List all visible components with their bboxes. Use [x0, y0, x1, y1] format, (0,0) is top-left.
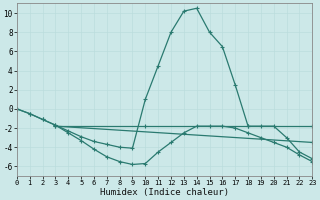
X-axis label: Humidex (Indice chaleur): Humidex (Indice chaleur)	[100, 188, 229, 197]
